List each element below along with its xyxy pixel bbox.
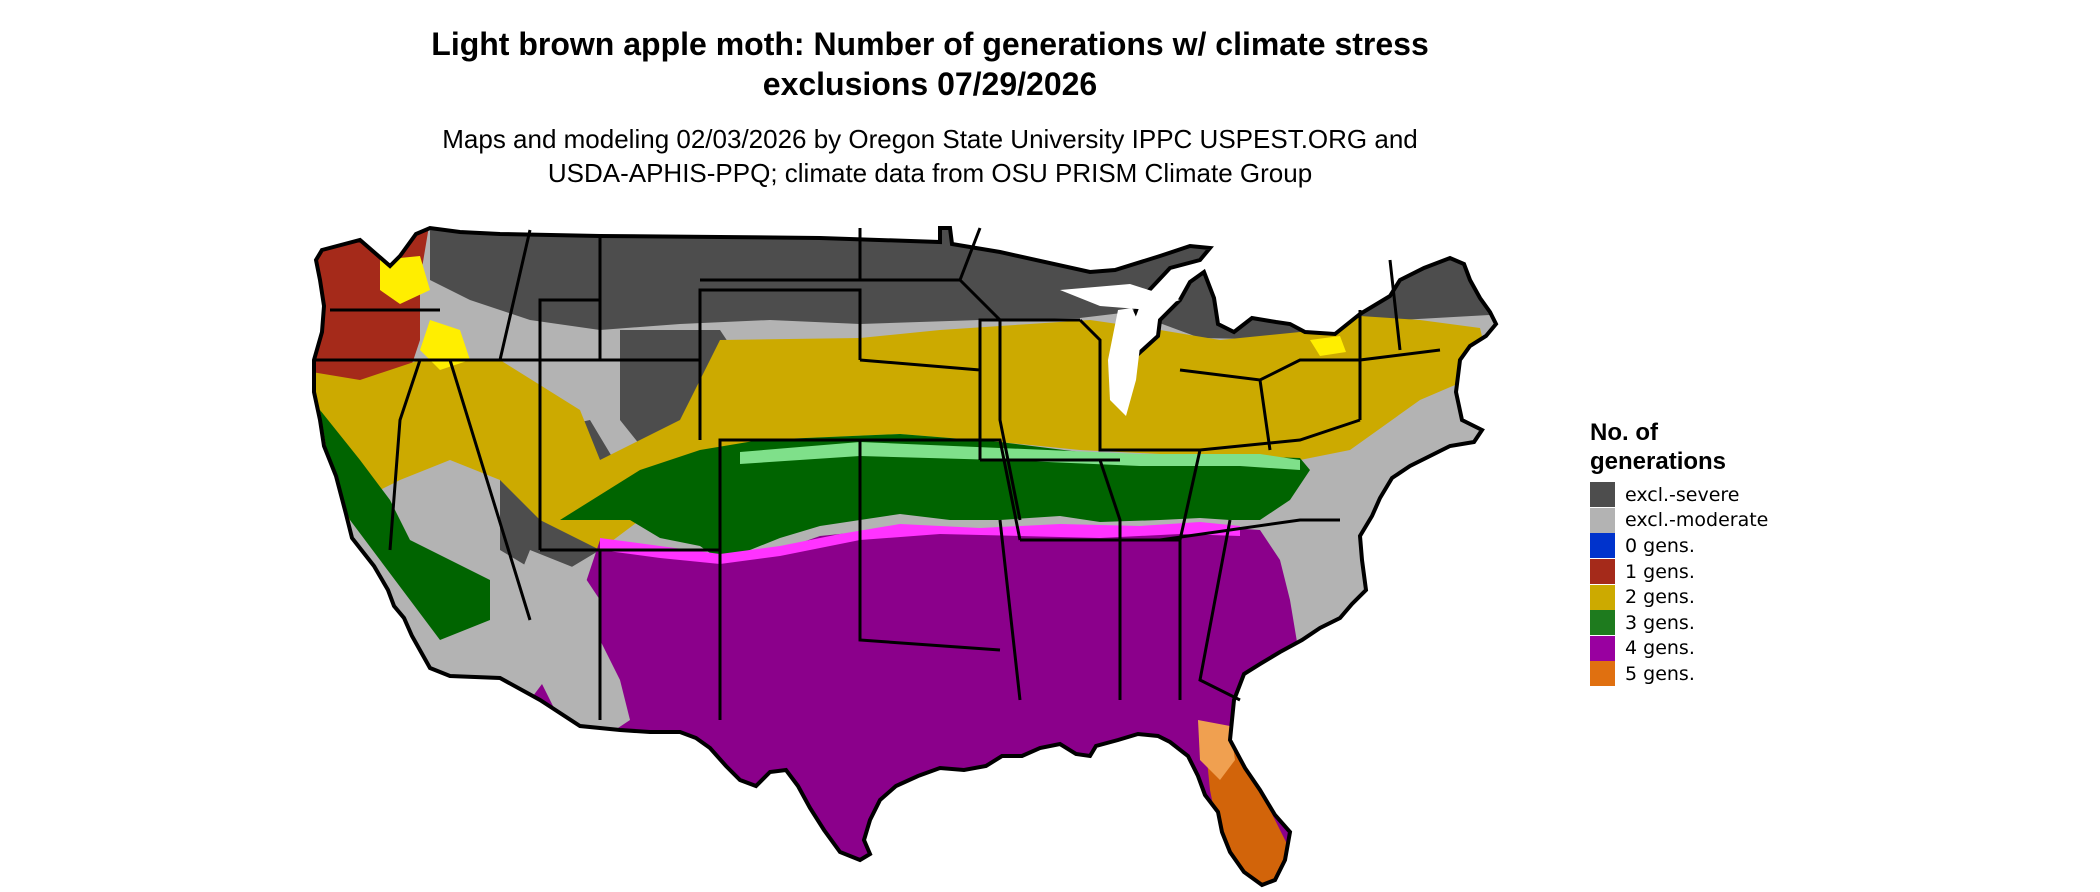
lake-superior xyxy=(1060,284,1180,310)
legend-label: excl.-severe xyxy=(1625,483,1740,506)
legend-label: excl.-moderate xyxy=(1625,509,1769,532)
map-title: Light brown apple moth: Number of genera… xyxy=(0,24,1860,104)
map-subtitle-line2: USDA-APHIS-PPQ; climate data from OSU PR… xyxy=(547,158,1313,188)
legend-label: 5 gens. xyxy=(1625,662,1695,685)
legend-item: excl.-severe xyxy=(1590,482,1768,508)
legend-title-line2: generations xyxy=(1590,448,1727,475)
legend-label: 2 gens. xyxy=(1625,586,1695,609)
us-generations-map xyxy=(312,226,1498,887)
legend-swatch xyxy=(1590,610,1615,636)
lake-michigan xyxy=(1108,308,1142,416)
map-subtitle-line1: Maps and modeling 02/03/2026 by Oregon S… xyxy=(442,124,1418,154)
region-3-gens xyxy=(320,410,1310,640)
legend-label: 0 gens. xyxy=(1625,534,1695,557)
region-5-gens-florida-marginal xyxy=(1198,720,1235,780)
region-3-gens-marginal xyxy=(740,442,1300,470)
legend-item: 4 gens. xyxy=(1590,635,1768,662)
legend-title-line1: No. of xyxy=(1590,419,1658,446)
legend-swatch xyxy=(1590,559,1615,585)
legend-item: 0 gens. xyxy=(1590,533,1768,559)
legend-swatch xyxy=(1590,635,1615,661)
legend-swatch xyxy=(1590,507,1615,533)
legend-item: excl.-moderate xyxy=(1590,507,1769,534)
region-4-gens-marginal xyxy=(600,522,1240,564)
region-5-gens-texas xyxy=(640,795,680,870)
legend-item: 3 gens. xyxy=(1590,610,1768,636)
legend-items: excl.-severe excl.-moderate 0 gens. 1 gens.… xyxy=(1590,482,1768,687)
map-subtitle: Maps and modeling 02/03/2026 by Oregon S… xyxy=(0,122,1860,190)
region-2-gens xyxy=(314,316,1490,550)
legend-label: 1 gens. xyxy=(1625,560,1695,583)
legend-item: 1 gens. xyxy=(1590,559,1768,585)
legend-swatch xyxy=(1590,661,1615,687)
legend-swatch xyxy=(1590,533,1615,559)
legend-label: 4 gens. xyxy=(1625,637,1695,660)
legend-item: 5 gens. xyxy=(1590,661,1768,687)
map-title-line1: Light brown apple moth: Number of genera… xyxy=(431,26,1429,62)
map-title-line2: exclusions 07/29/2026 xyxy=(762,66,1098,102)
legend-swatch xyxy=(1590,584,1615,610)
state-borders xyxy=(314,227,1441,720)
legend-swatch xyxy=(1590,482,1615,508)
legend-item: 2 gens. xyxy=(1590,584,1768,610)
legend: No. of generations excl.-severe excl.-mod… xyxy=(1590,418,1768,687)
legend-title: No. of generations xyxy=(1590,418,1768,476)
map-regions xyxy=(314,228,1496,885)
legend-label: 3 gens. xyxy=(1625,611,1695,634)
